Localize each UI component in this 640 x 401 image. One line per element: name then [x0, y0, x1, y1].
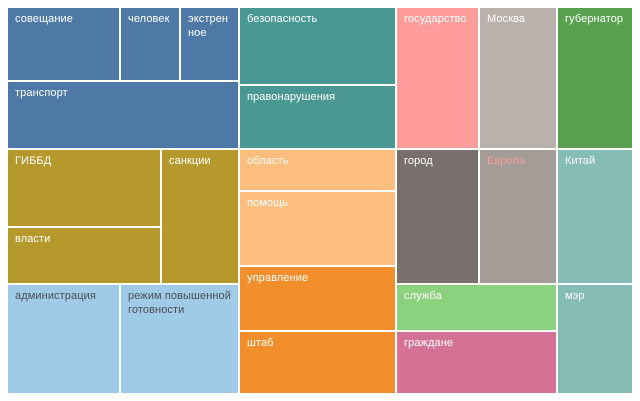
treemap-cell[interactable]: санкции	[162, 150, 238, 283]
treemap-cell[interactable]: ГИББД	[8, 150, 160, 226]
cell-label: санкции	[169, 155, 211, 167]
treemap-cell[interactable]: экстренное	[181, 8, 238, 80]
treemap-cell[interactable]: безопасность	[240, 8, 395, 84]
treemap-cell[interactable]: Москва	[480, 8, 556, 148]
cell-label: власти	[15, 233, 51, 245]
treemap-cell[interactable]: совещание	[8, 8, 119, 80]
cell-label: государство	[404, 13, 467, 25]
cell-label: Москва	[487, 13, 526, 25]
treemap-cell[interactable]: штаб	[240, 332, 395, 393]
cell-label: правонарушения	[247, 91, 336, 103]
treemap-cell[interactable]: режим повышенной готовности	[121, 285, 238, 393]
treemap-cell[interactable]: власти	[8, 228, 160, 283]
cell-label: граждане	[404, 337, 454, 349]
cell-label: служба	[404, 290, 442, 302]
cell-label: Европа	[487, 155, 526, 167]
treemap-cell[interactable]: область	[240, 150, 395, 190]
cell-label: человек	[128, 13, 170, 25]
cell-label: управление	[247, 272, 309, 284]
treemap-cell[interactable]: администрация	[8, 285, 119, 393]
cell-label: область	[247, 155, 289, 167]
cell-label: Китай	[565, 155, 596, 167]
treemap-cell[interactable]: город	[397, 150, 478, 283]
cell-label: безопасность	[247, 13, 318, 25]
treemap-cell[interactable]: граждане	[397, 332, 556, 393]
cell-label: помощь	[247, 197, 289, 209]
cell-label: город	[404, 155, 433, 167]
treemap-cell[interactable]: служба	[397, 285, 556, 330]
cell-label: губернатор	[565, 13, 624, 25]
treemap-cell[interactable]: Европа	[480, 150, 556, 283]
treemap-cell[interactable]: Китай	[558, 150, 632, 283]
cell-label: мэр	[565, 290, 585, 302]
treemap-cell[interactable]: транспорт	[8, 82, 238, 148]
cell-label: режим повышенной готовности	[128, 290, 232, 316]
treemap-cell[interactable]: правонарушения	[240, 86, 395, 148]
treemap-cell[interactable]: помощь	[240, 192, 395, 265]
cell-label: штаб	[247, 337, 274, 349]
treemap-cell[interactable]: управление	[240, 267, 395, 330]
cell-label: совещание	[15, 13, 73, 25]
cell-label: экстренное	[188, 13, 229, 39]
treemap-cell[interactable]: губернатор	[558, 8, 632, 148]
cell-label: администрация	[15, 290, 96, 302]
treemap-cell[interactable]: мэр	[558, 285, 632, 393]
treemap-cell[interactable]: человек	[121, 8, 179, 80]
treemap-cell[interactable]: государство	[397, 8, 478, 148]
cell-label: транспорт	[15, 87, 68, 99]
cell-label: ГИББД	[15, 155, 52, 167]
